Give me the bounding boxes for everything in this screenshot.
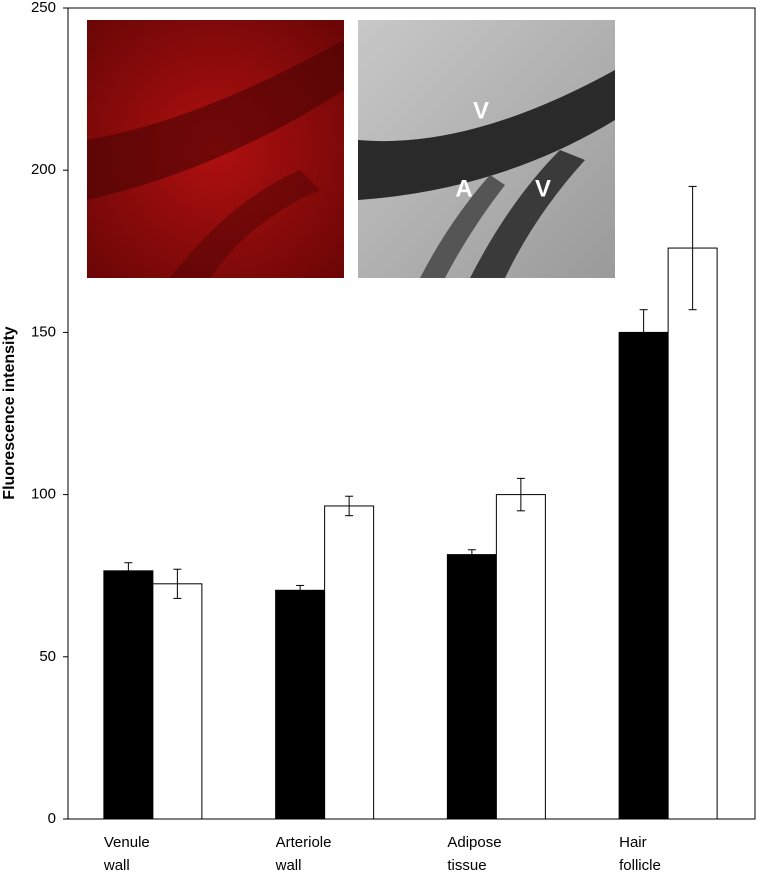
error-bar: [639, 309, 648, 356]
error-bar: [173, 568, 182, 599]
bar: [446, 554, 497, 820]
x-tick-label: Arteriole: [276, 834, 332, 851]
error-bar: [296, 584, 305, 596]
y-tick-label: 150: [31, 323, 56, 340]
y-tick-label: 100: [31, 486, 56, 503]
annotation: A: [455, 175, 472, 202]
bar: [275, 589, 326, 820]
y-tick-label: 50: [39, 648, 56, 665]
x-tick-label: Venule: [104, 834, 150, 851]
x-tick-label: tissue: [447, 857, 486, 874]
inset-fluorescence-image: [87, 20, 344, 278]
annotation: V: [473, 97, 489, 124]
error-bar: [345, 495, 354, 517]
x-tick-label: wall: [103, 857, 130, 874]
bar: [667, 247, 718, 820]
bar: [618, 331, 669, 820]
plot-frame: [67, 7, 756, 820]
bar: [103, 570, 154, 820]
error-bar: [124, 562, 133, 580]
y-axis-label: Fluorescence intensity: [1, 326, 18, 499]
x-tick-label: wall: [275, 857, 302, 874]
inset-brightfield-image: V A V: [358, 20, 615, 278]
bar: [324, 505, 375, 820]
y-tick-label: 200: [31, 161, 56, 178]
x-tick-label: follicle: [619, 857, 661, 874]
bar: [152, 583, 203, 820]
x-tick-label: Hair: [619, 834, 647, 851]
annotation: V: [535, 175, 551, 202]
error-bar: [467, 549, 476, 560]
bar: [495, 494, 546, 820]
x-tick-label: Adipose: [447, 834, 501, 851]
y-tick-label: 0: [48, 810, 56, 827]
error-bar: [516, 477, 525, 512]
error-bar: [688, 185, 697, 311]
y-tick-label: 250: [31, 0, 56, 16]
